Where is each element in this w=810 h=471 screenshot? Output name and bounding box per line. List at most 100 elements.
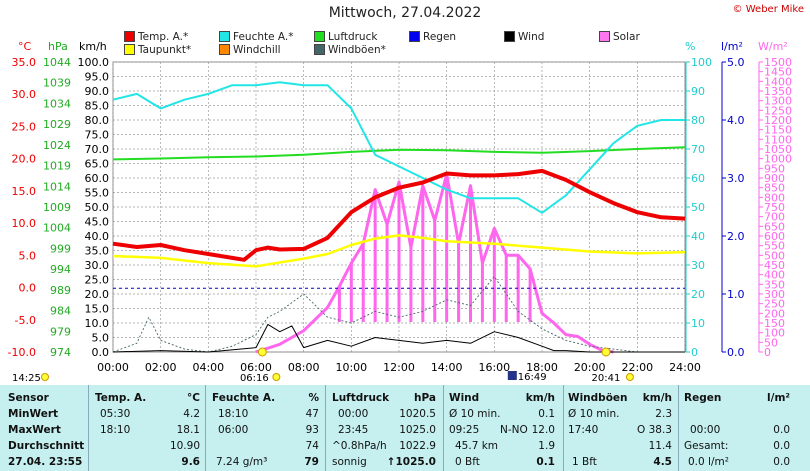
solar-tick-label: 1500: [764, 56, 792, 69]
pressure-tick-label: 989: [50, 284, 71, 297]
moonrise-time: 14:25: [12, 373, 41, 384]
temp-unit-label: °C: [18, 40, 32, 53]
wind-tick-label: 25.0: [85, 274, 110, 287]
table-header-humidity: Feuchte A.: [212, 392, 276, 404]
humidity-tick-label: 80: [691, 114, 705, 127]
solar-unit-label: W/m²: [758, 40, 788, 53]
table-cell: 00:00: [690, 424, 721, 436]
table-cell: 93: [305, 424, 319, 436]
solar-tick-label: 150: [764, 317, 785, 330]
rain-tick-label: 1.0: [727, 288, 745, 301]
table-header-gusts: Windböen: [568, 392, 628, 404]
wind-tick-label: 55.0: [85, 187, 110, 200]
pressure-tick-label: 1039: [43, 77, 71, 90]
table-header-sensor: Sensor: [8, 392, 49, 404]
solar-tick-label: 1250: [764, 104, 792, 117]
table-header-temp-unit: °C: [187, 392, 200, 404]
sunset-icon: [601, 347, 611, 357]
table-cell: 1020.5: [399, 408, 436, 420]
temp-tick-label: -5.0: [15, 314, 36, 327]
solar-tick-label: 1350: [764, 85, 792, 98]
wind-tick-label: 80.0: [85, 114, 110, 127]
table-cell: 2.3: [655, 408, 672, 420]
solar-tick-label: 0: [764, 346, 771, 359]
table-cell: sonnig: [332, 456, 367, 468]
pressure-tick-label: 984: [50, 305, 71, 318]
solar-tick-label: 50: [764, 336, 778, 349]
legend-swatch: [599, 31, 610, 42]
table-header-temp: Temp. A.: [95, 392, 147, 404]
legend-item-wind: Wind: [504, 31, 544, 43]
solar-tick-label: 1100: [764, 133, 792, 146]
pressure-tick-label: 1014: [43, 180, 71, 193]
wind-tick-label: 15.0: [85, 303, 110, 316]
table-cell: 09:25: [449, 424, 480, 436]
series-humidity: [112, 81, 685, 214]
table-cell: O: [637, 424, 646, 436]
temp-tick-label: -10.0: [8, 346, 36, 359]
table-cell: 0.0 l/m²: [688, 456, 729, 468]
legend-swatch: [504, 31, 515, 42]
wind-tick-label: 95.0: [85, 71, 110, 84]
wind-tick-label: 50.0: [85, 201, 110, 214]
pressure-tick-label: 974: [50, 346, 71, 359]
chart-series: [112, 81, 686, 354]
table-header-rain-unit: l/m²: [767, 392, 790, 404]
rain-tick-label: 2.0: [727, 230, 745, 243]
humidity-tick-label: 90: [691, 85, 705, 98]
table-cell: 1 Bft: [572, 456, 597, 468]
solar-tick-label: 900: [764, 172, 785, 185]
temp-tick-label: 10.0: [12, 217, 37, 230]
x-tick-label: 22:00: [621, 361, 653, 374]
sunrise-time: 06:16: [240, 373, 269, 384]
solar-tick-label: 450: [764, 259, 785, 272]
legend-swatch: [314, 31, 325, 42]
solar-tick-label: 750: [764, 201, 785, 214]
table-cell: 1025.0: [399, 424, 436, 436]
wind-tick-label: 5.0: [92, 332, 110, 345]
table-header-wind-unit: km/h: [525, 392, 555, 404]
series-temp: [112, 168, 686, 262]
sun-icon: [625, 373, 634, 381]
rain-unit-label: l/m²: [721, 40, 743, 53]
rain-tick-label: 5.0: [727, 56, 745, 69]
legend-item-humidity: Feuchte A.*: [219, 31, 294, 43]
legend-item-pressure: Luftdruck: [314, 31, 377, 43]
pressure-tick-label: 1004: [43, 222, 71, 235]
legend-item-gusts: Windböen*: [314, 44, 386, 56]
pressure-tick-label: 1044: [43, 56, 71, 69]
wind-tick-label: 35.0: [85, 245, 110, 258]
row-label-min: MinWert: [8, 408, 59, 420]
sunset-time: 20:41: [592, 373, 621, 384]
row-label-max: MaxWert: [8, 424, 61, 436]
temp-tick-label: 0.0: [19, 282, 37, 295]
legend-item-dewpoint: Taupunkt*: [124, 44, 191, 56]
series-pressure: [112, 146, 686, 161]
temp-tick-label: 20.0: [12, 153, 37, 166]
x-tick-label: 04:00: [192, 361, 224, 374]
pressure-tick-label: 1024: [43, 139, 71, 152]
table-header-pressure: Luftdruck: [332, 392, 390, 404]
table-cell: 0.0: [773, 456, 790, 468]
table-cell: 0 Bft: [455, 456, 480, 468]
solar-tick-label: 300: [764, 288, 785, 301]
humidity-tick-label: 100: [691, 56, 712, 69]
x-tick-label: 20:00: [574, 361, 606, 374]
solar-tick-label: 1450: [764, 66, 792, 79]
pressure-tick-label: 999: [50, 242, 71, 255]
solar-tick-label: 800: [764, 191, 785, 204]
wind-unit-label: km/h: [79, 40, 107, 53]
legend-item-temp: Temp. A.*: [124, 31, 188, 43]
solar-tick-label: 200: [764, 307, 785, 320]
solar-tick-label: 100: [764, 327, 785, 340]
table-cell: 23:45: [338, 424, 369, 436]
solar-tick-label: 500: [764, 249, 785, 262]
table-cell: 4.2: [183, 408, 200, 420]
wind-tick-label: 90.0: [85, 85, 110, 98]
table-header-rain: Regen: [684, 392, 722, 404]
table-cell: 7.24 g/m³: [216, 456, 268, 468]
series-wind: [112, 323, 685, 353]
legend-swatch: [409, 31, 420, 42]
table-cell: 38.3: [648, 424, 672, 436]
humidity-tick-label: 30: [691, 259, 705, 272]
